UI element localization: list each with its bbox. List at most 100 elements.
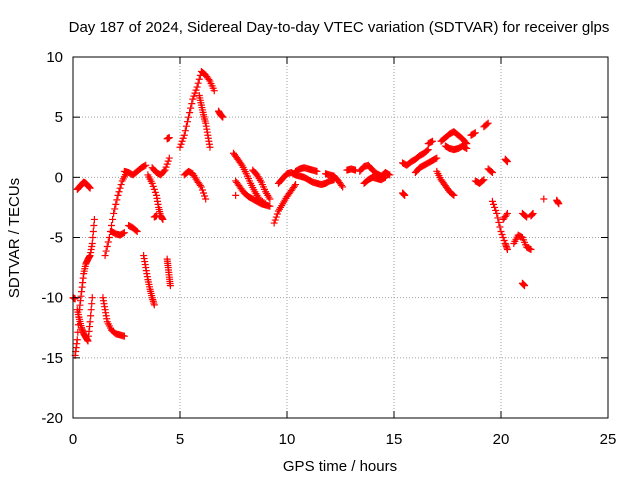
data-point	[449, 190, 457, 198]
data-point	[385, 170, 393, 178]
series-arc-au	[553, 196, 563, 208]
data-point	[165, 134, 173, 142]
data-point	[529, 209, 537, 217]
series-arc-af	[433, 167, 458, 199]
data-point	[202, 195, 210, 203]
data-point	[166, 282, 174, 290]
series-arc-g	[120, 161, 150, 179]
data-point	[89, 234, 97, 241]
data-point	[380, 174, 388, 182]
data-point	[186, 109, 194, 117]
data-point	[150, 301, 158, 309]
data-point	[338, 181, 346, 189]
data-point	[165, 154, 173, 162]
series-arc-b	[73, 294, 96, 345]
data-point	[188, 100, 196, 108]
data-point	[219, 113, 227, 121]
series-arc-aa	[360, 173, 389, 187]
data-point	[423, 147, 431, 155]
y-tick-label: 10	[46, 49, 63, 66]
series-arc-aw	[232, 191, 240, 199]
data-point	[151, 188, 159, 196]
data-point	[120, 229, 128, 237]
data-point	[497, 227, 505, 235]
data-point	[149, 182, 157, 190]
series-arc-w	[292, 164, 321, 175]
data-point	[462, 144, 470, 152]
x-tick-label: 10	[279, 431, 296, 448]
data-point	[164, 157, 172, 165]
series-arc-ah	[441, 142, 471, 154]
data-point	[503, 158, 511, 166]
series-arc-am	[488, 197, 511, 254]
data-point	[471, 129, 479, 137]
x-tick-label: 25	[600, 431, 617, 448]
y-axis-label: SDTVAR / TECUs	[6, 178, 23, 298]
data-point	[521, 282, 529, 290]
data-point	[113, 196, 121, 204]
data-point	[103, 243, 111, 251]
data-point	[116, 184, 124, 192]
data-point	[527, 246, 535, 254]
data-point	[503, 209, 511, 217]
data-point	[503, 246, 511, 254]
series-arc-n	[176, 67, 218, 151]
data-point	[492, 206, 500, 214]
series-arc-l	[163, 255, 174, 290]
data-point	[502, 211, 510, 219]
data-point	[266, 202, 274, 210]
data-point	[187, 104, 195, 112]
data-point	[90, 215, 98, 223]
data-point	[401, 191, 409, 199]
axis-ticks: 0 5 10 15 20 25 10 5 0 -5 -10 -15 -20	[41, 49, 616, 448]
data-point	[339, 183, 347, 191]
series-arc-p	[180, 167, 210, 203]
data-point	[386, 171, 394, 179]
data-point	[178, 137, 186, 145]
series-arc-d	[99, 294, 128, 340]
data-point	[142, 161, 150, 169]
data-point	[101, 252, 109, 260]
x-axis-label: GPS time / hours	[283, 458, 397, 475]
chart-title: Day 187 of 2024, Sidereal Day-to-day VTE…	[69, 19, 610, 36]
data-point	[198, 186, 206, 194]
data-point	[484, 119, 492, 127]
data-point	[200, 189, 208, 197]
data-point	[490, 200, 498, 208]
data-point	[161, 166, 169, 174]
data-point	[179, 134, 187, 142]
data-point	[487, 168, 495, 176]
series-arc-ao	[501, 155, 511, 166]
data-point	[196, 181, 204, 189]
data-point	[483, 120, 491, 128]
data-point	[205, 76, 213, 84]
data-point	[191, 89, 199, 97]
data-point	[491, 203, 499, 211]
data-point	[183, 118, 191, 126]
x-tick-label: 20	[493, 431, 510, 448]
data-point	[479, 177, 487, 185]
data-point	[88, 300, 96, 308]
data-point	[488, 169, 496, 177]
data-point	[498, 230, 506, 238]
y-tick-label: 0	[55, 169, 63, 186]
data-point	[194, 79, 202, 87]
data-point	[496, 223, 504, 231]
series-arc-ae	[424, 137, 437, 148]
data-point	[102, 247, 110, 255]
y-tick-label: -10	[41, 290, 63, 307]
series-arc-m	[163, 134, 173, 143]
data-point	[180, 131, 188, 139]
data-point	[181, 127, 189, 135]
data-point	[176, 143, 184, 151]
series-arc-k	[148, 154, 173, 179]
y-tick-label: -20	[41, 410, 63, 427]
x-tick-label: 15	[386, 431, 403, 448]
series-arc-o	[195, 92, 214, 151]
data-point	[87, 306, 95, 314]
data-point	[450, 191, 458, 199]
y-tick-label: -15	[41, 350, 63, 367]
data-point	[488, 197, 496, 205]
data-point	[162, 163, 170, 171]
